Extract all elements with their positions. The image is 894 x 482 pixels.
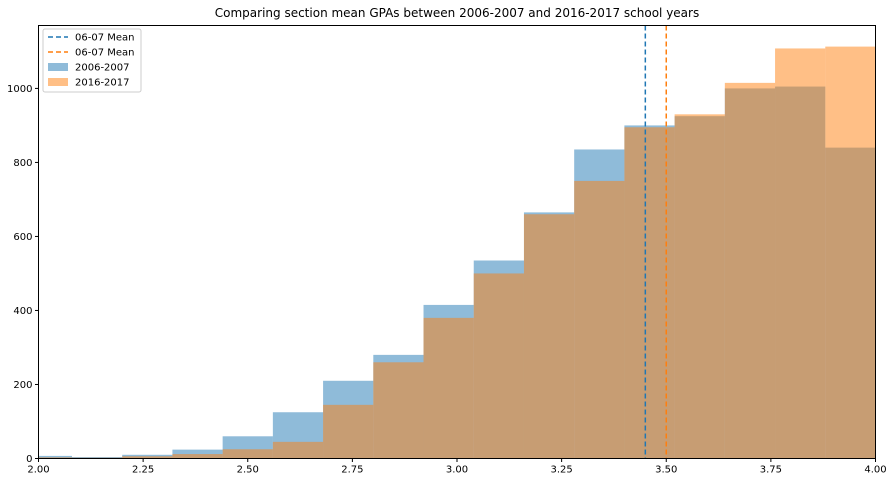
y-axis: 0 200 400 600 800 1000: [7, 84, 39, 465]
y-tick-label: 600: [13, 232, 32, 243]
bar-2016-2017-3: [172, 454, 223, 459]
legend-label: 06-07 Mean: [75, 33, 134, 44]
x-tick-label: 2.00: [27, 465, 49, 476]
bar-2016-2017-15: [775, 48, 826, 459]
bar-2016-2017-9: [473, 273, 524, 459]
x-tick-label: 2.50: [237, 465, 259, 476]
bar-2016-2017-6: [323, 404, 374, 459]
bar-2016-2017-12: [624, 127, 675, 459]
bar-2016-2017-7: [373, 362, 424, 459]
legend-label: 2006-2007: [75, 63, 130, 74]
histogram-bars: [38, 46, 876, 459]
mean-lines: [644, 25, 667, 459]
bar-2016-2017-10: [523, 214, 575, 459]
x-tick-label: 3.00: [446, 465, 468, 476]
bar-2016-2017-8: [423, 317, 474, 459]
bar-2016-2017-5: [272, 441, 324, 459]
x-tick-label: 3.25: [550, 465, 572, 476]
legend-label: 06-07 Mean: [75, 48, 134, 59]
legend-patch-swatch: [48, 63, 68, 71]
y-tick-label: 400: [13, 306, 32, 317]
bar-2016-2017-11: [574, 180, 625, 459]
y-tick-label: 200: [13, 380, 32, 391]
legend: 06-07 Mean 06-07 Mean 2006-2007 2016-2017: [42, 28, 142, 93]
x-tick-label: 2.25: [132, 465, 154, 476]
x-axis: 2.00 2.25 2.50 2.75 3.00 3.25 3.50 3.75 4.00: [27, 458, 887, 476]
bar-2016-2017-14: [724, 82, 776, 459]
legend-label: 2016-2017: [75, 78, 130, 89]
bar-2016-2017-16: [825, 46, 876, 459]
y-tick-label: 1000: [7, 84, 32, 95]
bar-2016-2017-2: [122, 456, 173, 459]
x-tick-label: 2.75: [341, 465, 363, 476]
bar-2016-2017-13: [674, 114, 725, 459]
chart-title: Comparing section mean GPAs between 2006…: [215, 6, 699, 20]
bar-2016-2017-0: [38, 457, 72, 459]
x-tick-label: 3.75: [760, 465, 782, 476]
y-tick-label: 0: [26, 454, 32, 465]
legend-box: [42, 28, 142, 93]
legend-patch-swatch: [48, 78, 68, 86]
x-tick-label: 4.00: [864, 465, 886, 476]
y-tick-label: 800: [13, 158, 32, 169]
x-tick-label: 3.50: [655, 465, 677, 476]
bar-2016-2017-4: [222, 449, 273, 459]
bar-2006-2007-0: [38, 455, 72, 459]
